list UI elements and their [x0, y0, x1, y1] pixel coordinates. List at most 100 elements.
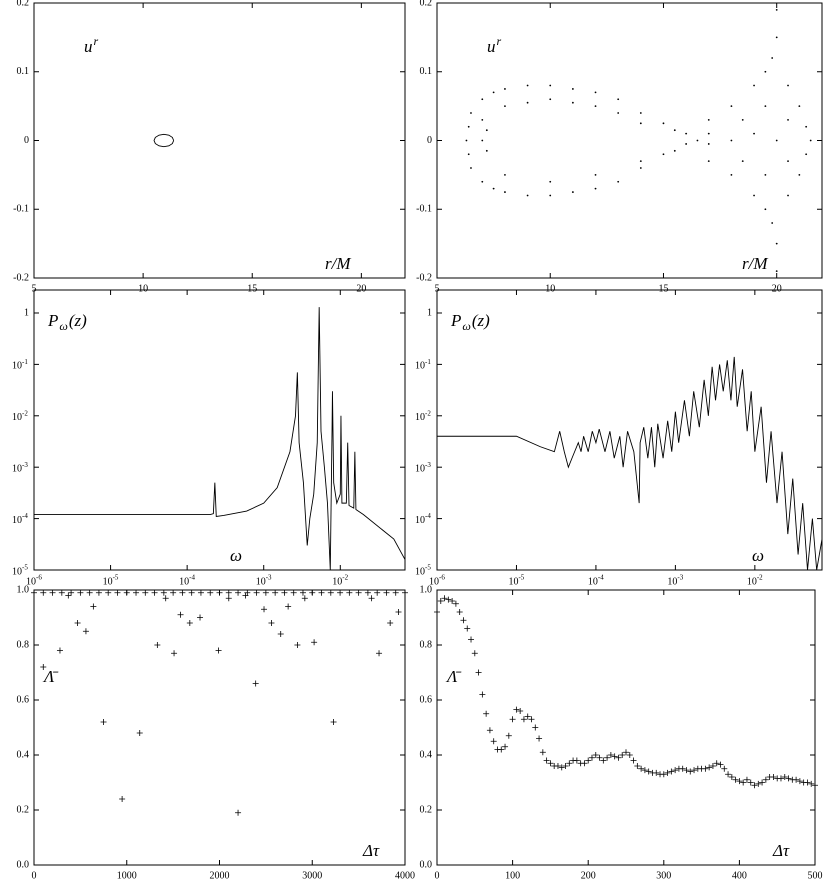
point	[707, 118, 710, 121]
plus-marker	[630, 757, 637, 764]
point	[492, 91, 495, 94]
y-tick-label: 10	[12, 361, 22, 372]
point	[787, 160, 789, 163]
plus-marker	[197, 614, 204, 621]
plus-marker	[517, 708, 524, 714]
plus-marker	[31, 589, 37, 596]
plus-marker	[374, 589, 381, 596]
x-tick-label: 15	[247, 283, 257, 294]
point	[730, 139, 733, 142]
plus-marker	[660, 771, 667, 778]
point	[696, 139, 699, 142]
plus-marker	[626, 752, 633, 758]
point	[771, 57, 774, 59]
plus-marker	[40, 589, 47, 596]
x-tick-label: 10	[429, 576, 439, 587]
y-tick-label: 0	[427, 135, 432, 146]
plus-marker	[524, 713, 531, 720]
plus-marker	[171, 650, 178, 657]
x-tick-label: 5	[435, 283, 440, 294]
plus-marker	[281, 589, 288, 596]
plus-marker	[301, 595, 308, 602]
x-tick-label: 10	[747, 576, 757, 587]
plus-marker	[100, 719, 107, 725]
plus-marker	[592, 752, 599, 758]
plus-marker	[387, 620, 394, 626]
plus-marker	[634, 763, 641, 769]
plus-marker	[762, 776, 769, 783]
plus-marker	[261, 606, 268, 613]
x-tick-label: 10	[256, 576, 266, 587]
point	[685, 132, 688, 135]
point	[470, 112, 472, 114]
point	[594, 187, 597, 190]
y-tick-label: -0.1	[416, 204, 432, 215]
plus-marker	[588, 754, 595, 761]
y-tick-label: 1.0	[420, 584, 433, 595]
point	[639, 160, 642, 163]
plus-marker	[600, 757, 607, 764]
x-tick-label: 10	[26, 576, 36, 587]
plus-marker	[471, 650, 478, 657]
y-tick-label: 0.2	[17, 804, 30, 815]
x-tick-label: 100	[505, 870, 520, 881]
plus-marker	[728, 774, 735, 780]
plus-marker	[151, 589, 158, 596]
point	[753, 84, 755, 87]
plus-marker	[653, 769, 660, 776]
x-tick-exponent: -6	[36, 574, 42, 582]
plus-marker	[262, 589, 269, 596]
y-axis-label: P	[47, 311, 58, 330]
point	[594, 105, 597, 108]
plus-marker	[177, 611, 184, 618]
y-tick-exponent: -5	[22, 564, 28, 572]
plus-marker	[747, 779, 754, 786]
point	[481, 139, 484, 142]
point	[805, 153, 808, 156]
plus-marker	[509, 716, 516, 723]
plus-marker	[105, 589, 112, 596]
plus-marker	[611, 753, 618, 760]
plus-marker	[294, 642, 301, 648]
panel: 10 -6 10 -5 10 -4 10 -3 10 -210 -510 -410 -310 -210 -1…	[12, 289, 406, 587]
point	[741, 160, 744, 163]
plus-marker	[645, 768, 652, 775]
x-tick-label: 500	[808, 870, 823, 881]
panel: 0 1000 2000 3000 4000 0.0 0.2 0.4 0.6 0.8 1.0 Λ̄ Δτ	[17, 584, 416, 881]
plus-marker	[528, 716, 535, 723]
y-axis-label-sup: r	[497, 34, 502, 48]
point	[764, 173, 767, 176]
plus-marker	[437, 598, 444, 604]
plus-marker	[573, 757, 580, 764]
point	[775, 36, 778, 39]
point	[594, 173, 597, 176]
x-tick-label: 20	[772, 283, 782, 294]
x-tick-label: 10	[179, 576, 189, 587]
plus-marker	[68, 589, 75, 596]
y-tick-label: 10	[415, 515, 425, 526]
y-tick-label: 10	[12, 412, 22, 423]
point	[662, 153, 665, 156]
y-axis-label-sub: ω	[59, 319, 67, 333]
point	[639, 122, 642, 125]
plus-marker	[235, 809, 242, 816]
point	[504, 173, 506, 176]
plus-marker	[490, 738, 497, 745]
x-tick-exponent: -5	[518, 574, 524, 582]
plus-marker	[95, 589, 102, 596]
plus-marker	[268, 620, 275, 626]
plus-marker	[475, 669, 482, 676]
plus-marker	[691, 767, 698, 774]
point	[526, 194, 529, 197]
point	[639, 112, 642, 114]
plus-marker	[641, 767, 648, 774]
plus-marker	[479, 691, 486, 698]
plus-marker	[638, 765, 645, 772]
plus-marker	[623, 749, 629, 756]
plus-marker	[441, 595, 448, 602]
plus-marker	[142, 589, 149, 596]
point	[673, 129, 676, 132]
y-tick-label: 10	[12, 515, 22, 526]
plus-marker	[383, 589, 390, 596]
